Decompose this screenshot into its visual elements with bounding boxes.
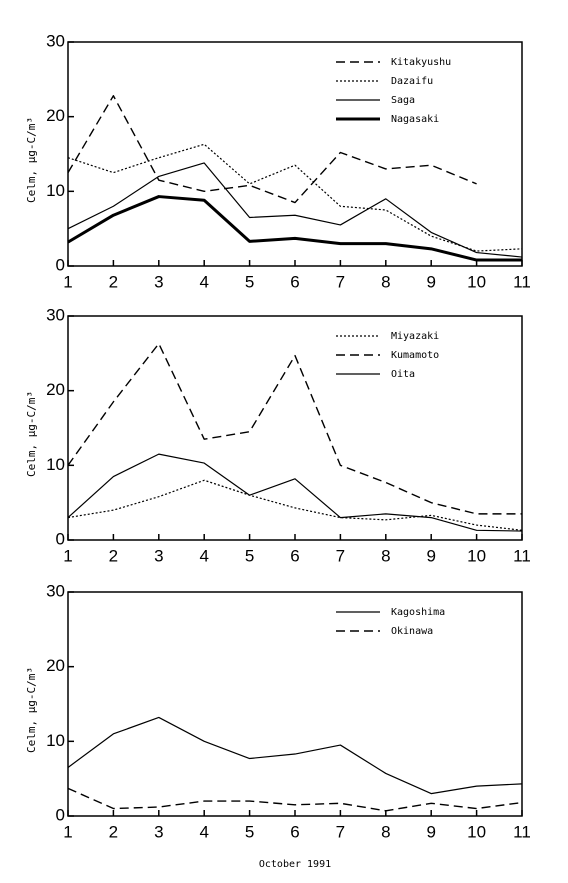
y-tick-label: 30: [46, 31, 65, 50]
x-tick-label: 10: [467, 546, 486, 565]
legend-label: Okinawa: [391, 626, 433, 637]
x-axis-label: October 1991: [259, 859, 331, 870]
y-tick-label: 10: [46, 455, 65, 474]
x-tick-label: 3: [154, 272, 163, 291]
legend-label: Saga: [391, 95, 415, 106]
legend-label: Nagasaki: [391, 114, 439, 125]
x-tick-label: 1: [63, 272, 72, 291]
x-tick-label: 10: [467, 272, 486, 291]
plot-frame: [67, 315, 523, 541]
x-tick-label: 10: [467, 822, 486, 841]
x-tick-label: 11: [513, 822, 531, 841]
series-line: [67, 162, 523, 258]
y-axis-label: Celm, μg-C/m³: [25, 667, 38, 753]
series-line: [67, 95, 477, 204]
legend-label: Kitakyushu: [391, 57, 451, 68]
y-tick-label: 0: [56, 805, 65, 824]
x-tick-label: 6: [290, 272, 299, 291]
x-tick-label: 6: [290, 546, 299, 565]
series-line: [67, 453, 523, 532]
series-line: [67, 195, 522, 262]
x-tick-label: 7: [336, 546, 345, 565]
x-tick-label: 4: [199, 546, 208, 565]
y-tick-label: 30: [46, 581, 65, 600]
x-tick-label: 5: [245, 822, 254, 841]
x-tick-label: 6: [290, 822, 299, 841]
y-tick-label: 0: [56, 529, 65, 548]
x-tick-label: 1: [63, 822, 72, 841]
series-line: [67, 716, 523, 795]
legend-label: Kagoshima: [391, 607, 445, 618]
x-tick-label: 2: [109, 272, 118, 291]
y-tick-label: 10: [46, 731, 65, 750]
legend-label: Kumamoto: [391, 350, 439, 361]
x-tick-label: 5: [245, 272, 254, 291]
x-tick-label: 2: [109, 546, 118, 565]
x-tick-label: 8: [381, 272, 390, 291]
x-tick-label: 5: [245, 546, 254, 565]
x-tick-label: 1: [63, 546, 72, 565]
x-tick-label: 8: [381, 546, 390, 565]
y-tick-label: 10: [46, 181, 65, 200]
series-line: [67, 787, 523, 812]
x-tick-label: 3: [154, 546, 163, 565]
legend-label: Dazaifu: [391, 76, 433, 87]
y-tick-label: 20: [46, 380, 65, 399]
y-tick-label: 0: [56, 255, 65, 274]
legend-label: Miyazaki: [391, 331, 439, 342]
plot-frame: [67, 41, 523, 267]
x-tick-label: 9: [426, 546, 435, 565]
y-tick-label: 20: [46, 656, 65, 675]
x-tick-label: 11: [513, 272, 531, 291]
series-line: [67, 342, 522, 515]
plot-frame: [67, 591, 523, 817]
legend-label: Oita: [391, 369, 415, 380]
x-tick-label: 7: [336, 822, 345, 841]
x-tick-label: 9: [426, 272, 435, 291]
x-tick-label: 3: [154, 822, 163, 841]
x-tick-label: 4: [199, 272, 208, 291]
x-tick-label: 4: [199, 822, 208, 841]
y-axis-label: Celm, μg-C/m³: [25, 117, 38, 203]
x-tick-label: 11: [513, 546, 531, 565]
y-tick-label: 20: [46, 106, 65, 125]
x-tick-label: 9: [426, 822, 435, 841]
y-tick-label: 30: [46, 305, 65, 324]
y-axis-label: Celm, μg-C/m³: [25, 391, 38, 477]
x-tick-label: 7: [336, 272, 345, 291]
x-tick-label: 8: [381, 822, 390, 841]
series-line: [67, 479, 523, 531]
series-line: [67, 143, 523, 252]
x-tick-label: 2: [109, 822, 118, 841]
